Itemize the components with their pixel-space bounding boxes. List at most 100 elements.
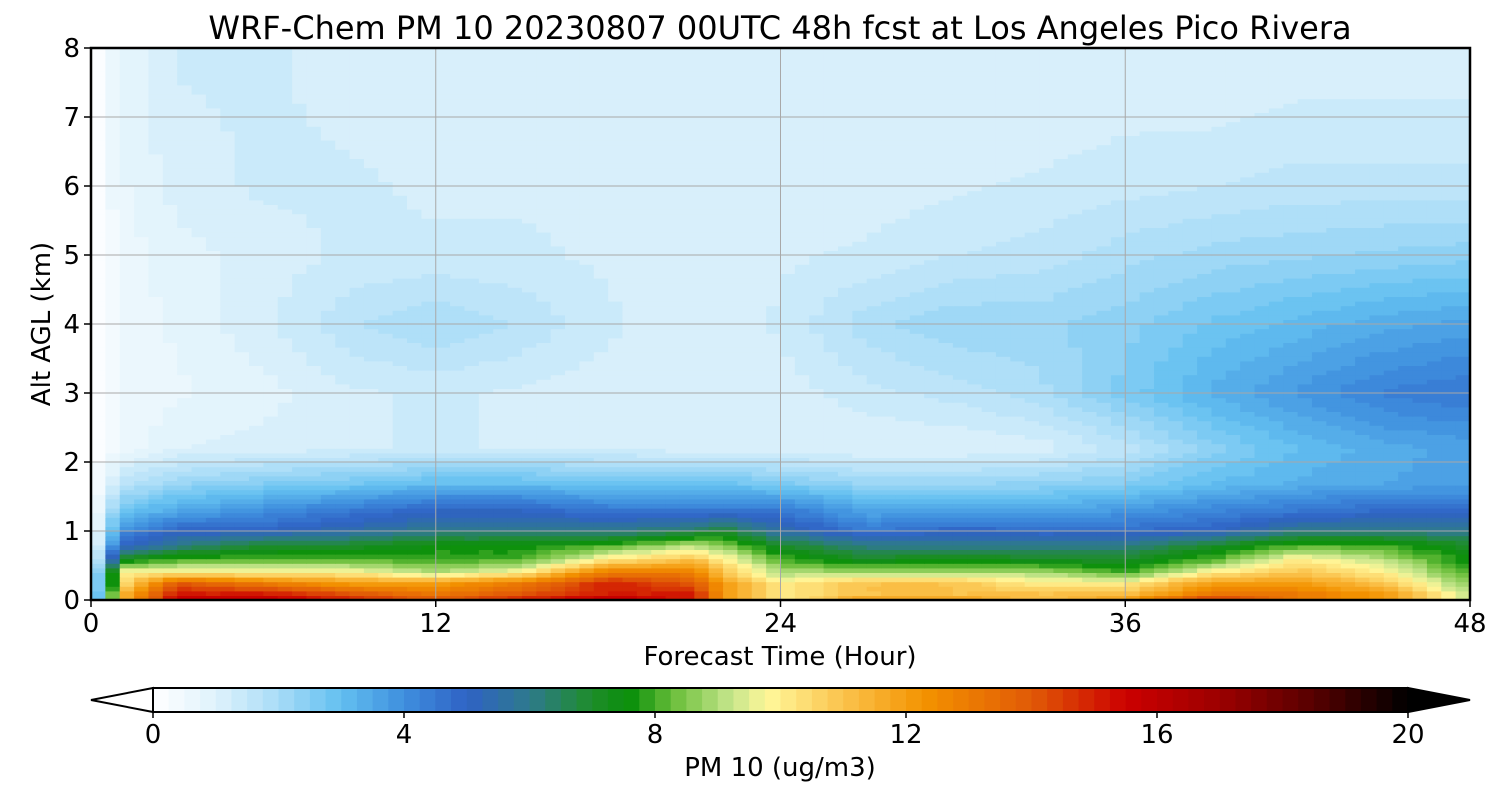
heatmap-cell [1311, 517, 1327, 523]
heatmap-cell [881, 457, 897, 463]
heatmap-cell [335, 452, 351, 458]
heatmap-cell [1182, 475, 1198, 481]
heatmap-cell [277, 572, 293, 578]
heatmap-cell [536, 508, 552, 514]
heatmap-cell [464, 489, 480, 495]
heatmap-cell [134, 388, 150, 394]
heatmap-cell [134, 475, 150, 481]
heatmap-cell [1110, 581, 1126, 587]
heatmap-cell [234, 420, 250, 426]
heatmap-cell [1182, 393, 1198, 399]
heatmap-cell [952, 416, 968, 422]
heatmap-cell [1039, 411, 1055, 417]
heatmap-cell [579, 475, 595, 481]
heatmap-cell [435, 360, 451, 366]
heatmap-cell [1240, 563, 1256, 569]
heatmap-cell [579, 531, 595, 537]
heatmap-cell [1211, 452, 1227, 458]
heatmap-cell [1240, 452, 1256, 458]
heatmap-cell [1355, 503, 1371, 509]
heatmap-cell [1039, 503, 1055, 509]
heatmap-cell [1398, 544, 1414, 550]
heatmap-cell [249, 494, 264, 500]
heatmap-cell [177, 489, 193, 495]
heatmap-cell [464, 365, 480, 371]
heatmap-cell [263, 517, 279, 523]
heatmap-cell [565, 475, 580, 481]
heatmap-cell [1182, 383, 1198, 389]
heatmap-cell [1441, 471, 1457, 477]
heatmap-cell [550, 508, 566, 514]
heatmap-cell [148, 535, 164, 541]
heatmap-cell [981, 563, 997, 569]
heatmap-cell [1225, 471, 1241, 477]
heatmap-cell [981, 411, 997, 417]
heatmap-cell [1268, 452, 1284, 458]
heatmap-cell [550, 462, 566, 468]
heatmap-cell [579, 512, 595, 518]
heatmap-cell [119, 489, 135, 495]
heatmap-cell [1110, 485, 1126, 491]
heatmap-cell [1225, 416, 1241, 422]
heatmap-cell [105, 512, 121, 518]
heatmap-cell [1053, 558, 1069, 564]
heatmap-cell [191, 393, 207, 399]
heatmap-cell [378, 471, 394, 477]
heatmap-cell [737, 439, 753, 445]
heatmap-cell [737, 475, 753, 481]
heatmap-cell [1139, 374, 1155, 380]
heatmap-cell [909, 586, 925, 592]
heatmap-cell [823, 544, 839, 550]
heatmap-cell [636, 462, 652, 468]
heatmap-cell [593, 383, 609, 389]
heatmap-cell [1096, 457, 1112, 463]
heatmap-cell [1369, 535, 1385, 541]
heatmap-cell [794, 531, 810, 537]
heatmap-cell [536, 590, 552, 596]
heatmap-cell [1240, 494, 1256, 500]
heatmap-cell [162, 374, 178, 380]
heatmap-cell [435, 531, 451, 537]
heatmap-cell [205, 590, 221, 596]
heatmap-cell [119, 406, 135, 412]
heatmap-cell [263, 595, 279, 601]
heatmap-cell [292, 429, 308, 435]
heatmap-cell [895, 572, 911, 578]
heatmap-cell [708, 393, 724, 399]
heatmap-cell [981, 475, 997, 481]
heatmap-cell [1096, 425, 1112, 431]
heatmap-cell [708, 508, 724, 514]
heatmap-cell [550, 452, 566, 458]
heatmap-cell [751, 370, 767, 376]
heatmap-cell [335, 540, 351, 546]
heatmap-cell [392, 540, 408, 546]
heatmap-cell [349, 443, 365, 449]
heatmap-cell [421, 563, 437, 569]
heatmap-cell [536, 402, 552, 408]
heatmap-cell [263, 512, 279, 518]
heatmap-cell [708, 517, 724, 523]
heatmap-cell [1197, 577, 1213, 583]
heatmap-cell [794, 544, 810, 550]
heatmap-cell [450, 374, 466, 380]
heatmap-cell [579, 498, 595, 504]
heatmap-cell [995, 416, 1011, 422]
heatmap-cell [134, 540, 150, 546]
heatmap-cell [493, 416, 509, 422]
heatmap-cell [1412, 360, 1428, 366]
heatmap-cell [1283, 365, 1299, 371]
heatmap-cell [1139, 590, 1155, 596]
heatmap-cell [967, 480, 983, 486]
heatmap-cell [1125, 586, 1141, 592]
heatmap-cell [450, 544, 466, 550]
heatmap-cell [608, 577, 624, 583]
heatmap-cell [1412, 448, 1428, 454]
heatmap-cell [694, 549, 710, 555]
heatmap-cell [952, 466, 968, 472]
heatmap-cell [249, 581, 264, 587]
heatmap-cell [809, 581, 825, 587]
heatmap-cell [1197, 498, 1213, 504]
heatmap-cell [1182, 379, 1198, 385]
heatmap-cell [909, 549, 925, 555]
heatmap-cell [378, 393, 394, 399]
